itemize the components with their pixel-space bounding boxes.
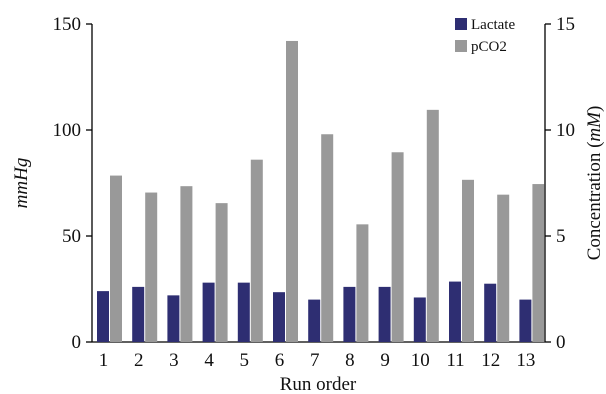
- bar-pco2: [215, 203, 228, 342]
- x-ticks-group: 1 2 3 4 5 6 7 8 9 10 11 12 13: [99, 350, 536, 371]
- right-axis-label: Concentration (mM): [584, 106, 605, 261]
- left-tick-label: 100: [53, 120, 82, 141]
- x-tick-label: 2: [134, 350, 144, 371]
- x-tick-label: 6: [275, 350, 285, 371]
- right-tick-label: 15: [556, 14, 575, 35]
- right-tick-label: 10: [556, 120, 575, 141]
- bar-pco2: [250, 159, 263, 342]
- right-axis-label-unit: mM: [584, 111, 605, 142]
- bar-pco2: [321, 134, 334, 342]
- bar-pco2: [286, 40, 298, 343]
- x-tick-label: 12: [481, 350, 500, 371]
- bar-pco2: [180, 186, 193, 342]
- bar-lactate: [519, 299, 532, 342]
- right-tick-label: 0: [556, 332, 566, 353]
- legend-label-lactate: Lactate: [471, 17, 515, 33]
- bar-lactate: [413, 297, 426, 342]
- bar-pco2: [145, 192, 158, 342]
- bar-pco2: [110, 175, 122, 342]
- x-tick-label: 4: [204, 350, 214, 371]
- x-tick-label: 3: [169, 350, 179, 371]
- bar-lactate: [202, 282, 215, 342]
- bar-pco2: [356, 224, 369, 342]
- x-tick-label: 13: [516, 350, 535, 371]
- left-axis-label: mmHg: [11, 158, 32, 209]
- x-tick-label: 1: [99, 350, 109, 371]
- bar-pco2: [497, 194, 510, 342]
- bar-pco2: [462, 179, 474, 342]
- legend-swatch-lactate: [455, 18, 467, 30]
- bar-lactate: [378, 286, 391, 342]
- legend-label-pco2: pCO2: [471, 39, 507, 55]
- left-tick-label: 150: [53, 14, 82, 35]
- x-tick-label: 9: [380, 350, 390, 371]
- x-tick-label: 10: [411, 350, 430, 371]
- legend: Lactate pCO2: [455, 17, 515, 55]
- bar-lactate: [167, 295, 180, 342]
- bar-lactate: [484, 283, 497, 342]
- right-tick-label: 5: [556, 226, 566, 247]
- bars-group: [97, 40, 545, 343]
- bar-pco2: [391, 152, 404, 342]
- x-tick-label: 5: [240, 350, 250, 371]
- bar-lactate: [449, 281, 461, 342]
- x-axis-label: Run order: [280, 374, 357, 394]
- bar-pco2: [532, 184, 545, 342]
- legend-swatch-pco2: [455, 40, 467, 52]
- left-ticks-group: 0 50 100 150: [53, 14, 92, 353]
- right-axis-label-suffix: ): [584, 106, 605, 112]
- right-ticks-group: 0 5 10 15: [545, 14, 575, 353]
- bar-lactate: [308, 299, 321, 342]
- x-tick-label: 7: [310, 350, 320, 371]
- bar-pco2: [426, 109, 439, 342]
- bar-lactate: [343, 286, 356, 342]
- right-axis-label-prefix: Concentration (: [584, 142, 605, 261]
- x-tick-label: 8: [345, 350, 355, 371]
- bar-lactate: [237, 282, 250, 342]
- bar-lactate: [273, 292, 285, 342]
- left-tick-label: 50: [62, 226, 81, 247]
- left-tick-label: 0: [72, 332, 82, 353]
- bar-lactate: [132, 286, 145, 342]
- x-tick-label: 11: [446, 350, 464, 371]
- bar-lactate: [97, 291, 109, 342]
